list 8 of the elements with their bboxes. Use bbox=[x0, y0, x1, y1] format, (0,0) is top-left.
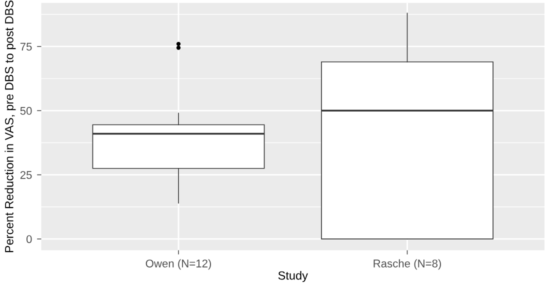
x-tick-label: Rasche (N=8) bbox=[374, 259, 441, 270]
x-tick-label: Owen (N=12) bbox=[146, 259, 212, 270]
x-axis-title: Study bbox=[278, 271, 308, 282]
y-tick-label: 0 bbox=[26, 235, 32, 244]
y-tick-label: 25 bbox=[20, 171, 32, 179]
y-tick-label: 75 bbox=[20, 42, 32, 51]
y-axis-title: Percent Reduction in VAS, pre DBS to post DBS bbox=[4, 0, 16, 252]
y-tick-label: 50 bbox=[20, 106, 32, 115]
